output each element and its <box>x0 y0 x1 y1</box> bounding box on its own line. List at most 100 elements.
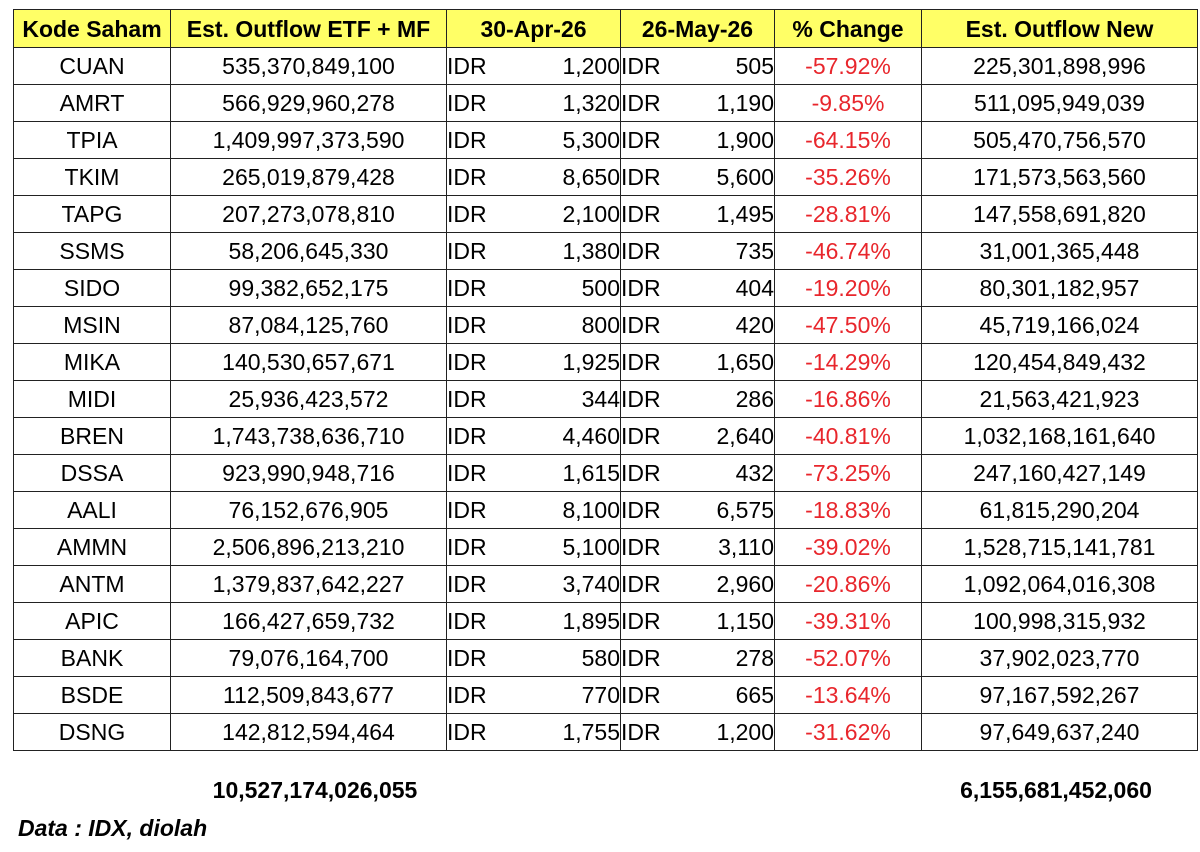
price-value: 420 <box>735 312 774 338</box>
currency-label: IDR <box>621 164 661 190</box>
cell-price-may: IDR 3,110 <box>620 528 775 566</box>
price-value: 1,320 <box>562 90 620 116</box>
currency-label: IDR <box>621 201 661 227</box>
cell-outflow: 265,019,879,428 <box>170 158 447 196</box>
cell-price-apr: IDR 1,320 <box>446 84 621 122</box>
cell-price-may: IDR 286 <box>620 380 775 418</box>
price-value: 286 <box>735 386 774 412</box>
cell-outflow-new: 120,454,849,432 <box>921 343 1198 381</box>
currency-label: IDR <box>621 90 661 116</box>
cell-price-may: IDR 404 <box>620 269 775 307</box>
cell-price-apr: IDR 580 <box>446 639 621 677</box>
cell-pct-change: -20.86% <box>774 565 922 603</box>
table-row: ANTM 1,379,837,642,227 IDR 3,740 IDR 2,960 -20… <box>13 565 1198 603</box>
cell-outflow: 140,530,657,671 <box>170 343 447 381</box>
price-value: 1,190 <box>716 90 774 116</box>
cell-price-may: IDR 1,650 <box>620 343 775 381</box>
currency-label: IDR <box>621 349 661 375</box>
cell-code: MIDI <box>13 380 171 418</box>
table-row: SIDO 99,382,652,175 IDR 500 IDR 404 -19.20% 80,… <box>13 269 1198 307</box>
cell-price-may: IDR 5,600 <box>620 158 775 196</box>
cell-outflow: 112,509,843,677 <box>170 676 447 714</box>
price-value: 1,925 <box>562 349 620 375</box>
cell-price-may: IDR 505 <box>620 47 775 85</box>
currency-label: IDR <box>447 682 487 708</box>
cell-outflow-new: 247,160,427,149 <box>921 454 1198 492</box>
table-body: CUAN 535,370,849,100 IDR 1,200 IDR 505 -57.92%… <box>13 47 1198 751</box>
cell-outflow: 25,936,423,572 <box>170 380 447 418</box>
cell-code: SSMS <box>13 232 171 270</box>
price-value: 3,110 <box>718 534 774 560</box>
cell-price-may: IDR 1,150 <box>620 602 775 640</box>
cell-price-apr: IDR 8,100 <box>446 491 621 529</box>
price-value: 500 <box>581 275 620 301</box>
currency-label: IDR <box>621 275 661 301</box>
price-value: 1,200 <box>716 719 774 745</box>
cell-price-may: IDR 735 <box>620 232 775 270</box>
cell-outflow: 923,990,948,716 <box>170 454 447 492</box>
header-row: Kode Saham Est. Outflow ETF + MF 30-Apr-… <box>13 9 1198 48</box>
currency-label: IDR <box>621 719 661 745</box>
cell-price-may: IDR 1,900 <box>620 121 775 159</box>
cell-pct-change: -40.81% <box>774 417 922 455</box>
cell-code: CUAN <box>13 47 171 85</box>
currency-label: IDR <box>447 201 487 227</box>
currency-label: IDR <box>621 423 661 449</box>
table-row: SSMS 58,206,645,330 IDR 1,380 IDR 735 -46.74% 3… <box>13 232 1198 270</box>
cell-price-may: IDR 278 <box>620 639 775 677</box>
cell-price-apr: IDR 1,755 <box>446 713 621 751</box>
cell-outflow: 566,929,960,278 <box>170 84 447 122</box>
cell-outflow: 76,152,676,905 <box>170 491 447 529</box>
price-value: 1,755 <box>562 719 620 745</box>
cell-code: TAPG <box>13 195 171 233</box>
cell-pct-change: -57.92% <box>774 47 922 85</box>
cell-pct-change: -47.50% <box>774 306 922 344</box>
cell-pct-change: -73.25% <box>774 454 922 492</box>
price-value: 8,100 <box>562 497 620 523</box>
price-value: 1,895 <box>562 608 620 634</box>
cell-price-may: IDR 665 <box>620 676 775 714</box>
cell-code: AALI <box>13 491 171 529</box>
cell-pct-change: -64.15% <box>774 121 922 159</box>
header-30-apr: 30-Apr-26 <box>446 9 621 48</box>
price-value: 1,150 <box>716 608 774 634</box>
currency-label: IDR <box>447 238 487 264</box>
cell-pct-change: -14.29% <box>774 343 922 381</box>
cell-price-apr: IDR 344 <box>446 380 621 418</box>
cell-outflow-new: 1,032,168,161,640 <box>921 417 1198 455</box>
table-row: CUAN 535,370,849,100 IDR 1,200 IDR 505 -57.92%… <box>13 47 1198 85</box>
price-value: 505 <box>735 53 774 79</box>
cell-price-apr: IDR 500 <box>446 269 621 307</box>
price-value: 404 <box>735 275 774 301</box>
currency-label: IDR <box>621 53 661 79</box>
currency-label: IDR <box>621 127 661 153</box>
cell-outflow-new: 100,998,315,932 <box>921 602 1198 640</box>
cell-price-may: IDR 432 <box>620 454 775 492</box>
cell-price-apr: IDR 3,740 <box>446 565 621 603</box>
total-est-outflow: 10,527,174,026,055 <box>212 777 418 803</box>
table-row: MIKA 140,530,657,671 IDR 1,925 IDR 1,650 -14.2… <box>13 343 1198 381</box>
price-value: 800 <box>581 312 620 338</box>
price-value: 1,495 <box>716 201 774 227</box>
currency-label: IDR <box>447 719 487 745</box>
currency-label: IDR <box>621 534 661 560</box>
cell-code: BSDE <box>13 676 171 714</box>
cell-outflow: 535,370,849,100 <box>170 47 447 85</box>
cell-pct-change: -39.31% <box>774 602 922 640</box>
cell-code: SIDO <box>13 269 171 307</box>
cell-price-may: IDR 420 <box>620 306 775 344</box>
total-est-outflow-new: 6,155,681,452,060 <box>960 777 1152 803</box>
table-row: MSIN 87,084,125,760 IDR 800 IDR 420 -47.50% 45,… <box>13 306 1198 344</box>
cell-price-may: IDR 2,640 <box>620 417 775 455</box>
currency-label: IDR <box>621 238 661 264</box>
table-row: BANK 79,076,164,700 IDR 580 IDR 278 -52.07% 37,… <box>13 639 1198 677</box>
table-row: APIC 166,427,659,732 IDR 1,895 IDR 1,150 -39.3… <box>13 602 1198 640</box>
cell-price-may: IDR 1,200 <box>620 713 775 751</box>
cell-code: ANTM <box>13 565 171 603</box>
currency-label: IDR <box>447 275 487 301</box>
cell-outflow: 58,206,645,330 <box>170 232 447 270</box>
price-value: 3,740 <box>562 571 620 597</box>
price-value: 6,575 <box>716 497 774 523</box>
currency-label: IDR <box>447 349 487 375</box>
currency-label: IDR <box>447 90 487 116</box>
